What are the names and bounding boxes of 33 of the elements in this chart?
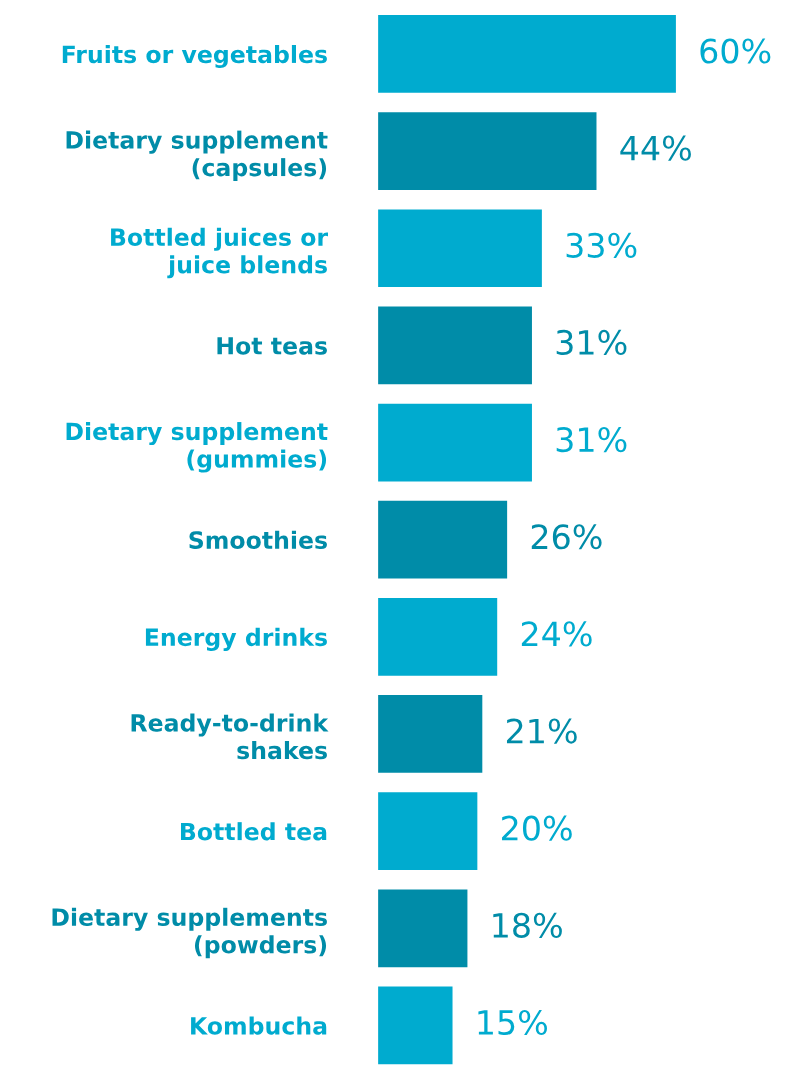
y-tick-label: Ready-to-drink shakes xyxy=(131,713,329,760)
y-tick-label: Energy drinks xyxy=(145,627,327,651)
data-label: 60% xyxy=(700,38,771,64)
y-tick-label: Dietary supplement (gummies) xyxy=(66,422,328,473)
bar xyxy=(378,403,532,482)
data-label: 18% xyxy=(493,912,562,938)
data-label: 21% xyxy=(506,718,577,744)
y-tick-label: Bottled tea xyxy=(180,822,327,841)
data-label: 31% xyxy=(556,329,627,356)
data-label: 15% xyxy=(478,1009,547,1036)
data-label: 33% xyxy=(566,232,637,258)
bar xyxy=(378,112,597,190)
y-tick-label: Smoothies xyxy=(189,530,327,549)
data-label: 44% xyxy=(620,135,691,161)
data-label: 31% xyxy=(556,427,627,453)
data-label: 24% xyxy=(521,621,592,647)
bar xyxy=(378,597,498,676)
y-tick-label: Fruits or vegetables xyxy=(62,44,327,69)
bar xyxy=(378,695,483,773)
bar xyxy=(378,15,676,93)
y-tick-label: Dietary supplement (capsules) xyxy=(66,130,328,181)
data-label: 20% xyxy=(502,815,572,841)
data-label: 26% xyxy=(531,524,602,550)
bar xyxy=(378,306,532,385)
y-tick-label: Kombucha xyxy=(191,1016,327,1035)
bar xyxy=(378,889,468,968)
bar xyxy=(378,209,542,288)
y-tick-label: Dietary supplements (powders) xyxy=(52,907,327,959)
y-tick-label: Bottled juices or juice blends xyxy=(111,227,329,279)
y-tick-label: Hot teas xyxy=(217,337,327,355)
bar xyxy=(378,986,453,1065)
bar xyxy=(378,792,478,870)
bar xyxy=(378,500,508,579)
